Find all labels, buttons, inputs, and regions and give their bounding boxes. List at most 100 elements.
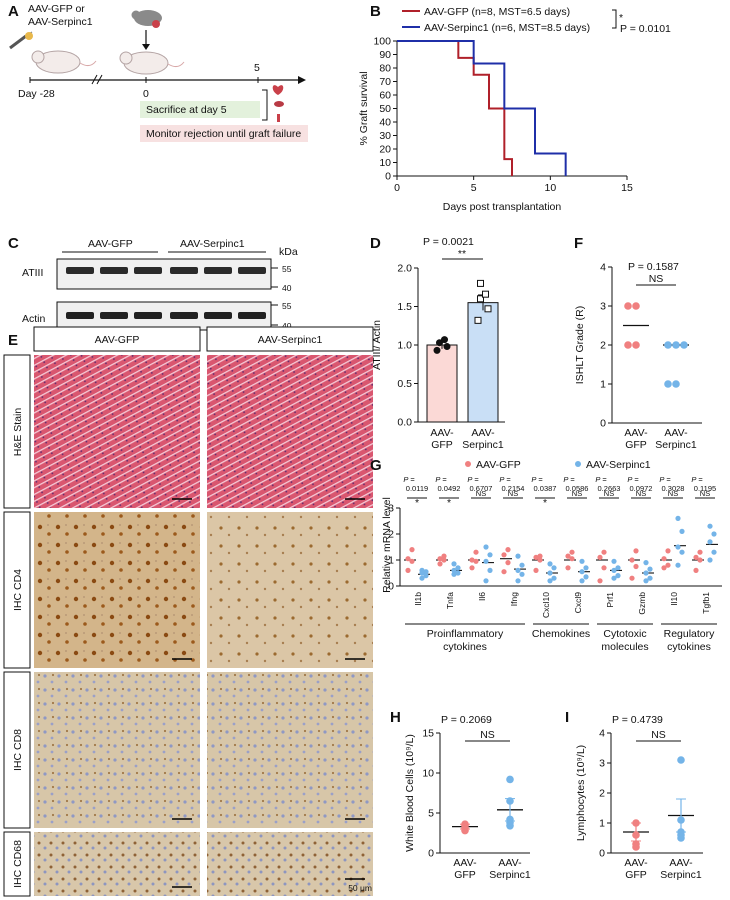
timeline-day-start: Day -28 — [18, 88, 55, 100]
y-tick-label: 4 — [599, 728, 605, 740]
data-point — [437, 556, 443, 562]
data-point — [469, 565, 475, 571]
scale-bars — [172, 498, 365, 888]
data-point — [437, 561, 443, 567]
row-label-he: H&E Stain — [12, 408, 24, 457]
data-point — [547, 561, 553, 567]
data-point — [624, 302, 632, 310]
p-value-f: P = 0.1587 — [628, 261, 679, 273]
band-atiii — [238, 267, 266, 274]
sig-text: NS — [572, 489, 582, 498]
band-atiii — [100, 267, 128, 274]
data-point — [483, 558, 489, 564]
panel-letter-e: E — [8, 332, 18, 349]
data-point — [419, 575, 425, 581]
data-point — [680, 341, 688, 349]
data-point — [569, 556, 575, 562]
data-point — [601, 565, 607, 571]
data-point — [665, 548, 671, 554]
p-value: 0.6707 — [470, 484, 493, 493]
data-point — [569, 549, 575, 555]
data-point — [643, 560, 649, 566]
data-point — [679, 528, 685, 535]
y-tick-label: 5 — [428, 808, 434, 820]
kda-label: kDa — [279, 246, 298, 258]
band-actin — [238, 312, 266, 319]
p-value: 0.0586 — [566, 484, 589, 493]
y-tick-label: 0 — [388, 581, 394, 593]
panel-a: A AAV-GFP or AAV-Serpinc1 — [8, 3, 308, 142]
x-tick-label: Serpinc1 — [660, 869, 702, 881]
y-tick-label: 4 — [600, 262, 606, 274]
data-point — [487, 552, 493, 558]
band-actin — [134, 312, 162, 319]
x-tick-label: GFP — [454, 869, 476, 881]
y-tick-label: 1 — [388, 555, 394, 567]
micrograph-he-gfp — [34, 355, 200, 508]
sig-text: * — [415, 497, 419, 509]
data-point — [677, 756, 685, 764]
micrograph-cd4-serp — [207, 512, 373, 668]
data-point — [441, 336, 448, 344]
data-point — [665, 562, 671, 568]
data-point — [547, 578, 553, 584]
y-tick-label: 3 — [599, 758, 605, 770]
data-point — [474, 316, 482, 324]
data-point — [711, 549, 717, 555]
data-point — [433, 346, 441, 354]
data-point — [537, 557, 543, 563]
band-actin — [170, 312, 198, 319]
data-point — [579, 558, 585, 564]
data-point — [707, 539, 713, 545]
data-point — [611, 575, 617, 581]
data-point — [405, 567, 411, 574]
micrograph-cd68-serp — [207, 832, 373, 896]
blot-atiii — [56, 258, 272, 290]
y-tick-label: 2 — [600, 340, 606, 352]
y-tick-label: 40 — [379, 117, 391, 129]
data-point — [483, 544, 489, 550]
x-tick-label: Il1b — [413, 592, 423, 606]
data-point — [451, 561, 457, 567]
data-point — [405, 556, 411, 562]
x-tick-label: GFP — [625, 439, 647, 451]
data-point — [409, 558, 415, 564]
panel-letter-b: B — [370, 3, 381, 20]
x-tick-label: Cxcl9 — [573, 592, 583, 614]
data-point — [505, 547, 511, 553]
p-value-d: P = 0.0021 — [423, 236, 474, 248]
x-tick-label: AAV- — [624, 857, 648, 869]
panel-letter-a: A — [8, 3, 19, 20]
data-point — [501, 569, 507, 575]
timeline-day-five: 5 — [254, 62, 260, 74]
marker-55-a: 55 — [282, 264, 292, 274]
legend-serp: AAV-Serpinc1 (n=6, MST=8.5 days) — [424, 22, 590, 34]
y-tick-label: 100 — [373, 36, 391, 48]
x-tick-label: Il6 — [477, 592, 487, 601]
x-tick-label: AAV- — [453, 857, 477, 869]
p-value: 0.0972 — [630, 484, 653, 493]
monitor-text: Monitor rejection until graft failure — [146, 128, 301, 140]
data-point — [583, 574, 589, 580]
y-tick-label: 2.0 — [397, 263, 412, 275]
panel-b: B AAV-GFP (n=8, MST=6.5 days) AAV-Serpin… — [358, 3, 671, 213]
data-point — [455, 565, 461, 571]
data-point — [624, 341, 632, 349]
p-prefix: P = — [499, 475, 511, 484]
data-point — [484, 305, 492, 313]
x-tick-label: Tnfa — [445, 592, 455, 609]
data-point — [477, 279, 484, 287]
x-tick-label: AAV- — [624, 427, 648, 439]
y-tick-label: 1.0 — [397, 340, 412, 352]
data-point — [477, 295, 484, 303]
panel-i: I P = 0.4739 0 1 2 3 4 Lymphocytes (10⁹/L) AAV… — [565, 709, 703, 881]
y-tick-label: 20 — [379, 144, 391, 156]
data-point — [661, 565, 667, 571]
sig-text: NS — [651, 729, 666, 741]
data-point — [675, 515, 681, 522]
micrograph-grid — [34, 355, 373, 896]
p-prefix: P = — [659, 475, 671, 484]
x-tick-label: GFP — [625, 869, 647, 881]
